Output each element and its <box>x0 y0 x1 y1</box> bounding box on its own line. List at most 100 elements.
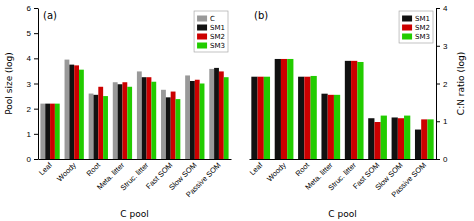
tick: 6 <box>27 4 38 13</box>
y-tick-label: 1 <box>443 117 448 126</box>
bar-series <box>55 70 229 159</box>
bar <box>421 119 427 159</box>
x-tick-label: Root <box>294 160 312 178</box>
bar <box>176 99 181 159</box>
legend-item: SM2 <box>197 33 225 41</box>
tick-mark <box>34 134 38 135</box>
bar <box>118 84 123 159</box>
tick: 3 <box>27 80 38 89</box>
legend-frame <box>194 11 228 52</box>
bar <box>357 62 363 159</box>
y-tick-label: 2 <box>27 105 32 114</box>
y-tick-label: 2 <box>443 80 448 89</box>
bar <box>374 122 380 159</box>
tick: Woody <box>265 160 288 183</box>
tick-mark <box>34 8 38 9</box>
legend-swatch <box>402 16 412 22</box>
tick: 5 <box>27 29 38 38</box>
bar <box>45 104 50 159</box>
tick: 1 <box>27 130 38 139</box>
y-tick-label: 6 <box>27 4 32 13</box>
bar <box>50 104 55 159</box>
bar <box>171 92 176 159</box>
tick: 4 <box>436 4 448 13</box>
bar <box>151 82 156 159</box>
y-axis: 0 1 2 3 4 5 6 <box>27 4 39 164</box>
legend-item: SM3 <box>402 33 430 41</box>
bar <box>328 95 334 159</box>
bar <box>185 75 190 159</box>
axis-line <box>38 9 39 160</box>
figure: LeafWoodyRootMeta. litterStruc. litterFa… <box>0 0 474 221</box>
bar <box>40 104 45 159</box>
panel-label: (a) <box>43 10 57 21</box>
legend-item: SM3 <box>197 42 225 50</box>
bar <box>264 77 270 159</box>
bar-series <box>258 59 428 159</box>
tick: Passive SOM <box>184 161 222 199</box>
legend-label: SM1 <box>210 24 225 32</box>
bar <box>74 65 79 159</box>
bar <box>122 82 127 159</box>
x-tick-label: Passive SOM <box>184 161 222 199</box>
bar <box>224 77 229 159</box>
tick: 0 <box>436 155 448 164</box>
legend-item: C <box>197 15 215 23</box>
tick-mark <box>436 159 440 160</box>
legend-item: SM2 <box>402 24 430 32</box>
bar <box>200 84 205 160</box>
legend-label: C <box>210 15 215 23</box>
bar <box>214 68 219 159</box>
panel-label: (b) <box>254 10 268 21</box>
tick: Leaf <box>248 160 265 177</box>
tick: Root <box>84 160 102 178</box>
bar-series <box>251 59 421 159</box>
panel: LeafWoodyRootMeta. litterStruc. litterFa… <box>4 4 232 219</box>
x-tick-label: Leaf <box>248 160 265 177</box>
tick: 1 <box>436 117 448 126</box>
bar-series <box>40 60 214 159</box>
bar <box>190 81 195 159</box>
bar <box>142 77 147 159</box>
tick-mark <box>34 33 38 34</box>
tick: 3 <box>436 42 448 51</box>
legend: SM1SM2SM3 <box>399 11 433 43</box>
bar <box>321 94 327 159</box>
legend-swatch <box>197 16 207 22</box>
tick-mark <box>436 8 440 9</box>
bar <box>166 97 171 159</box>
bar <box>368 118 374 159</box>
x-axis-title: C pool <box>120 209 148 219</box>
tick: 4 <box>27 54 38 63</box>
tick: 0 <box>27 155 38 164</box>
bar <box>55 104 60 159</box>
y-tick-label: 3 <box>443 42 448 51</box>
legend-swatch <box>402 25 412 31</box>
bar <box>258 77 264 159</box>
bar <box>398 118 404 159</box>
tick: Woody <box>55 160 78 183</box>
tick: Root <box>294 160 312 178</box>
bar <box>334 95 340 159</box>
bar <box>404 116 410 159</box>
legend-label: SM2 <box>415 24 430 32</box>
y-axis-title: C:N ratio (log) <box>456 52 466 115</box>
tick-mark <box>34 84 38 85</box>
legend-label: SM2 <box>210 33 225 41</box>
bar-series <box>45 65 219 159</box>
x-tick-label: Leaf <box>37 160 54 177</box>
bar <box>103 96 108 159</box>
tick-mark <box>34 109 38 110</box>
bar <box>137 71 142 159</box>
bars <box>251 59 433 159</box>
bar <box>298 77 304 159</box>
bar <box>345 61 351 159</box>
bar <box>79 70 84 159</box>
y-axis: 0 1 2 3 4 <box>436 4 448 164</box>
bar <box>392 117 398 159</box>
x-axis: LeafWoodyRootMeta. litterStruc. litterFa… <box>248 160 437 200</box>
bar <box>427 119 433 159</box>
bar <box>281 59 287 159</box>
bar <box>275 59 281 159</box>
axis-line <box>250 159 437 160</box>
